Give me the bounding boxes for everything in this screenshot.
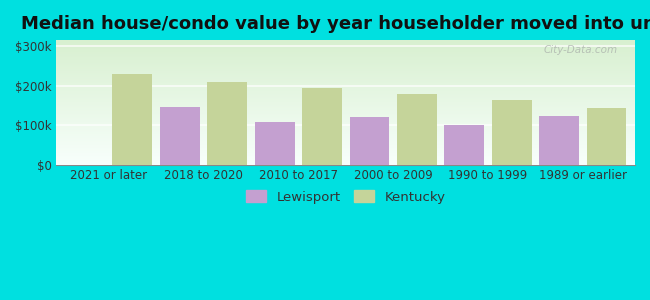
Bar [492, 100, 532, 165]
Bar [160, 107, 200, 165]
Title: Median house/condo value by year householder moved into unit: Median house/condo value by year househo… [21, 15, 650, 33]
Legend: Lewisport, Kentucky: Lewisport, Kentucky [240, 184, 452, 210]
Bar [445, 125, 484, 165]
Bar [112, 74, 152, 165]
Bar [397, 94, 437, 165]
Bar [350, 117, 389, 165]
Bar [302, 88, 342, 165]
Bar [540, 116, 579, 165]
Bar [255, 122, 294, 165]
Text: City-Data.com: City-Data.com [543, 45, 618, 55]
Bar [207, 82, 247, 165]
Bar [587, 109, 627, 165]
